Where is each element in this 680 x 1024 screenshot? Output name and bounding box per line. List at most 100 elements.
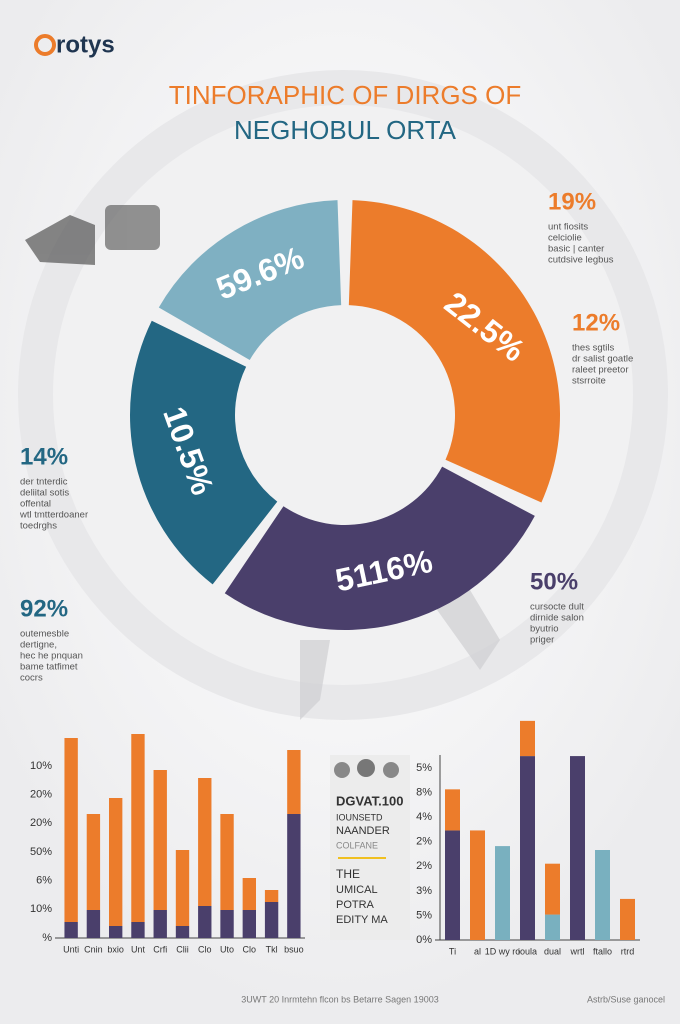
bar-segment: [64, 922, 78, 938]
x-tick-label: Clo: [243, 944, 257, 954]
note-value: 19%: [548, 188, 596, 215]
note-value: 92%: [20, 595, 68, 622]
donut: 59.6%22.5%5116%10.5%: [129, 200, 561, 630]
x-tick-label: ioula: [518, 946, 537, 956]
card-line: UMICAL: [336, 884, 378, 896]
bar-segment: [109, 926, 123, 938]
note-line: stsrroite: [572, 376, 606, 387]
tool-icon: [25, 215, 95, 265]
bar-segment: [131, 734, 145, 922]
y-tick-label: 10%: [30, 903, 52, 915]
card-bg: [330, 755, 410, 940]
x-tick-label: Unti: [63, 944, 79, 954]
x-tick-label: Tkl: [266, 944, 278, 954]
logo-icon: [34, 34, 56, 56]
title: TINFORAPHIC OF DIRGS OF: [169, 80, 521, 110]
note-line: celciolie: [548, 233, 582, 244]
note-line: der tnterdic: [20, 477, 68, 488]
bar-segment: [620, 898, 635, 940]
note-line: outemesble: [20, 629, 69, 640]
y-tick-label: 2%: [416, 836, 432, 848]
bar-segment: [175, 850, 190, 926]
note-line: dertigne,: [20, 640, 57, 651]
x-tick-label: Ti: [449, 946, 456, 956]
note-line: byutrio: [530, 624, 559, 635]
bar-segment: [545, 914, 560, 940]
y-tick-label: 2%: [416, 860, 432, 872]
bar-segment: [153, 910, 167, 938]
x-tick-label: Cnin: [84, 944, 103, 954]
note-line: cocrs: [20, 673, 43, 684]
card-line: COLFANE: [336, 840, 378, 850]
bar-segment: [220, 910, 234, 938]
note-line: offental: [20, 499, 51, 510]
y-tick-label: 8%: [416, 786, 432, 798]
bar-segment: [264, 890, 279, 902]
bar-segment: [545, 863, 560, 915]
bar-segment: [242, 910, 256, 938]
charts: 10% 20% 20% 50% 6% 10%% Unti Cnin bxio Unt Crfi Cli…: [30, 720, 640, 956]
bar-segment: [287, 814, 301, 938]
note-line: wtl tmtterdoaner: [19, 510, 88, 521]
note-line: hec he pnquan: [20, 651, 83, 662]
x-tick-label: Unt: [131, 944, 146, 954]
donut-segment: [129, 320, 278, 585]
x-tick-label: Uto: [220, 944, 234, 954]
card-line: THE: [336, 867, 360, 881]
x-tick-label: al: [474, 946, 481, 956]
x-tick-label: Crfi: [153, 944, 167, 954]
note-value: 14%: [20, 443, 68, 470]
bar-segment: [153, 770, 167, 910]
x-tick-label: bsuo: [284, 944, 304, 954]
bar-segment: [287, 750, 301, 814]
bar-segment: [445, 789, 460, 831]
footer-left: 3UWT 20 Inrmtehn flcon bs Betarre Sagen …: [241, 994, 438, 1004]
x-tick-label: bxio: [107, 944, 124, 954]
card-line: DGVAT.100: [336, 793, 403, 808]
bag-icon: [105, 205, 160, 250]
y-tick-label: 50%: [30, 846, 52, 858]
footer-right: Astrb/Suse ganocel: [587, 994, 665, 1004]
card-line: IOUNSETD: [336, 812, 383, 822]
note-line: cutdsive legbus: [548, 255, 614, 266]
subtitle: NEGHOBUL ORTA: [234, 115, 457, 145]
note-line: basic | canter: [548, 244, 604, 255]
x-tick-label: Clii: [176, 944, 189, 954]
note-line: thes sgtils: [572, 343, 614, 354]
bar-segment: [242, 878, 256, 910]
donut-segment: [158, 200, 342, 360]
bar-segment: [86, 814, 101, 910]
center-card: DGVAT.100 IOUNSETD NAANDER COLFANE THE UMICAL…: [330, 755, 410, 940]
bar-segment: [595, 850, 610, 940]
bar-segment: [131, 922, 145, 938]
x-tick-label: rtrd: [621, 946, 635, 956]
card-icon: [357, 759, 375, 777]
logo-text: rotys: [56, 31, 115, 58]
y-tick-label: 20%: [30, 789, 52, 801]
x-tick-label: ftallo: [593, 946, 612, 956]
note-line: deliital sotis: [20, 488, 69, 499]
bar-segment: [570, 756, 585, 940]
card-icon: [334, 762, 350, 778]
bar-segment: [220, 814, 234, 910]
bar-segment: [264, 902, 279, 938]
x-tick-label: Clo: [198, 944, 212, 954]
note-line: bame tatfimet: [20, 662, 78, 673]
logo: rotys: [34, 31, 115, 58]
donut-segment: [224, 466, 535, 630]
x-tick-label: 1D wy ro: [485, 946, 521, 956]
note-line: dr salist goatle: [572, 354, 633, 365]
bar-segment: [198, 778, 212, 906]
bar-segment: [520, 720, 535, 757]
bar-segment: [198, 906, 212, 938]
donut-segment: [348, 200, 561, 503]
card-line: POTRA: [336, 899, 375, 911]
decor-icons: [25, 205, 500, 720]
note-value: 50%: [530, 568, 578, 595]
bar-segment: [470, 830, 485, 940]
y-tick-label: 5%: [416, 909, 432, 921]
note-line: unt fiosits: [548, 222, 588, 233]
y-tick-label: %: [42, 932, 52, 944]
